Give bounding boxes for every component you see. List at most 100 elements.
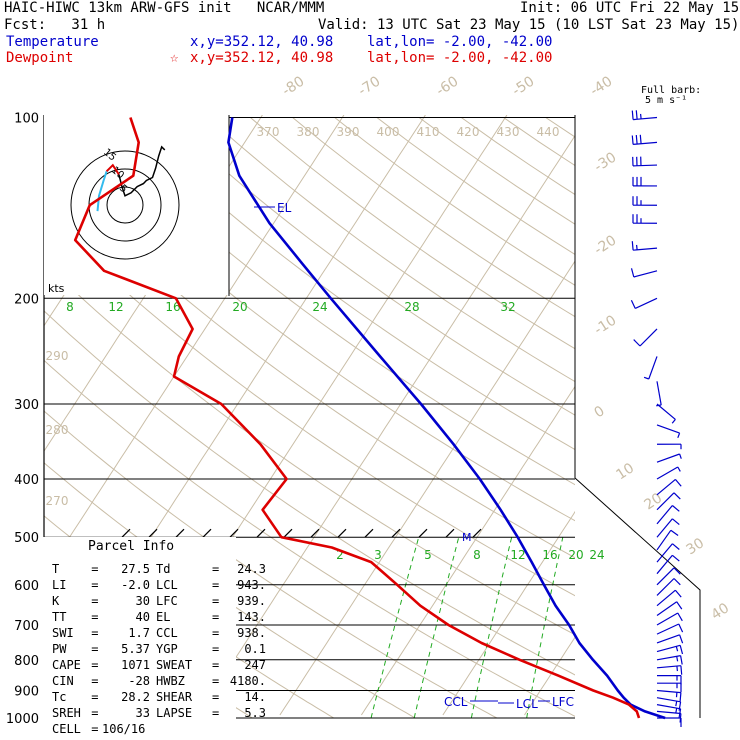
parcel-value: -28 <box>128 674 150 688</box>
mixing-ratio-label: 8 <box>66 300 74 314</box>
parcel-key: PW <box>52 642 67 656</box>
wind-barb-staff <box>633 247 658 251</box>
wind-barb <box>631 241 658 251</box>
wind-barb-flag <box>673 578 681 586</box>
wind-barb-flag <box>679 645 684 655</box>
dry-adiabat-line <box>588 118 740 731</box>
parcel-equals: = <box>84 626 99 640</box>
parcel-key: YGP <box>156 642 178 656</box>
hodograph-low-trace <box>96 170 108 212</box>
pressure-tick-label: 500 <box>14 531 39 546</box>
parcel-value: 0.1 <box>244 642 266 656</box>
parcel-value: 1071 <box>121 658 150 672</box>
forecast-hour: Fcst: 31 h <box>4 17 106 33</box>
wind-barb-staff <box>656 689 681 694</box>
parcel-info-row: CIN = -28 HWBZ = 4180. <box>52 673 266 689</box>
wind-barb <box>656 634 684 644</box>
wind-barb-staff <box>648 356 658 380</box>
parcel-value: 5.3 <box>244 706 266 720</box>
wind-barb-half-flag <box>675 646 679 652</box>
dry-adiabat-line <box>44 261 575 636</box>
parcel-info-row: TT = 40 EL = 143. <box>52 609 266 625</box>
parcel-equals: = <box>84 722 99 736</box>
pressure-tick-label: 1000 <box>6 712 39 727</box>
wind-barb <box>656 543 680 563</box>
wind-barb-flag <box>678 708 682 718</box>
wind-barb <box>656 674 682 685</box>
freezing-hatch <box>175 528 185 538</box>
dry-adiabat-line <box>376 117 575 256</box>
parcel-equals: = <box>212 562 220 576</box>
dry-adiabat-line <box>81 117 575 486</box>
parcel-equals: = <box>212 706 220 720</box>
barb-legend-unit: 5 m s⁻¹ <box>645 95 688 106</box>
profiles <box>73 117 666 720</box>
parcel-equals: = <box>212 642 220 656</box>
parcel-value: 27.5 <box>121 562 150 576</box>
wind-barb <box>633 328 658 347</box>
isotherm-label: 40 <box>708 600 732 623</box>
wind-barb <box>656 529 679 551</box>
pressure-tick-label: 300 <box>14 398 39 413</box>
wind-barb <box>656 578 681 596</box>
wind-barb-staff <box>656 623 680 635</box>
mixing-ratio-grid <box>370 537 564 718</box>
wind-barb <box>656 466 681 480</box>
hodograph-ring <box>106 186 144 224</box>
theta-label: 420 <box>457 125 480 139</box>
parcel-key: SHEAR <box>156 690 193 704</box>
mixing-ratio-label: 32 <box>500 300 515 314</box>
parcel-equals: = <box>212 658 220 672</box>
isotherm-line <box>606 115 740 715</box>
isotherm-label: -80 <box>279 73 307 99</box>
pressure-tick-label: 900 <box>14 685 39 700</box>
parcel-value: 33 <box>135 706 150 720</box>
wind-barb-flag <box>631 135 634 145</box>
mixing-ratio-label: 24 <box>312 300 327 314</box>
wind-barb <box>656 682 682 693</box>
wind-barb <box>656 505 680 525</box>
wind-barb-staff <box>656 403 676 420</box>
wind-barb-flag <box>679 713 682 723</box>
isotherm-label: -10 <box>591 312 619 338</box>
parcel-info-row: K = 30 LFC = 939. <box>52 593 266 609</box>
wind-barb-half-flag <box>656 404 662 407</box>
dewpoint-marker-icon: ☆ <box>170 50 179 66</box>
wind-barb <box>656 403 676 424</box>
lfc-label: LFC <box>552 695 574 709</box>
parcel-key: LI <box>52 578 67 592</box>
wind-barbs <box>630 110 684 727</box>
temperature-location: x,y=352.12, 40.98 lat,lon= -2.00, -42.00 <box>190 34 553 50</box>
wind-barb <box>656 492 681 511</box>
parcel-info-panel: Parcel Info T = 27.5 Td = 24.3 LI = -2.0 LCL = 94… <box>40 537 266 736</box>
mixing-ratio-label: 20 <box>568 548 583 562</box>
wind-barb <box>657 717 682 727</box>
wind-barb <box>656 689 682 702</box>
wind-barb-flag <box>672 505 680 512</box>
parcel-key: SWEAT <box>156 658 193 672</box>
wind-barb-flag <box>678 701 682 711</box>
wind-barb-half-flag <box>675 700 678 707</box>
wind-barb-staff <box>656 543 673 563</box>
parcel-value: 143. <box>237 610 266 624</box>
parcel-value: 5.37 <box>121 642 150 656</box>
wind-barb-half-flag <box>676 666 678 672</box>
wind-barb-half-flag <box>679 453 682 459</box>
wind-barb <box>656 518 680 538</box>
wind-barb <box>656 655 683 665</box>
mixing-ratio-label: 24 <box>589 548 604 562</box>
parcel-key: LCL <box>156 578 178 592</box>
freezing-hatch <box>202 528 212 538</box>
wind-barb <box>631 110 658 121</box>
wind-barb-staff <box>656 381 662 406</box>
mixing-ratio-label: 12 <box>510 548 525 562</box>
theta-label: 290 <box>46 349 69 363</box>
freezing-hatch <box>364 528 374 538</box>
wind-barb-staff <box>632 164 658 167</box>
parcel-equals: = <box>84 642 99 656</box>
isotherm-label: 30 <box>683 535 707 558</box>
mixing-ratio-label: 12 <box>108 300 123 314</box>
wind-barb-staff <box>656 655 681 661</box>
